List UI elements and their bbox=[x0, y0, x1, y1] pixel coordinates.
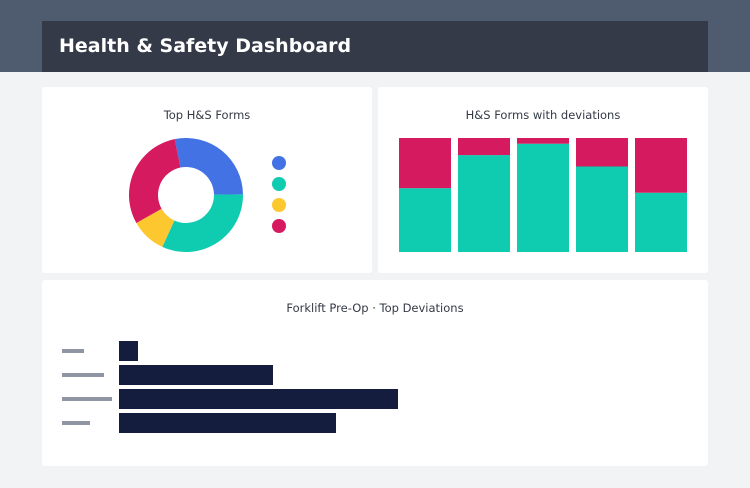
bar-label-placeholder bbox=[62, 421, 90, 425]
horizontal-bar-chart bbox=[62, 341, 398, 433]
stacked-card: H&S Forms with deviations bbox=[378, 87, 708, 273]
stacked-bar-chart bbox=[399, 138, 687, 252]
horizontal-bar bbox=[119, 389, 398, 409]
legend-marker bbox=[272, 177, 286, 191]
stacked-bar-segment bbox=[399, 138, 451, 189]
stacked-bar-segment bbox=[517, 138, 569, 144]
stacked-bar-segment bbox=[635, 138, 687, 193]
chart-title: H&S Forms with deviations bbox=[465, 108, 621, 122]
page-title: Health & Safety Dashboard bbox=[42, 21, 708, 72]
legend-marker bbox=[272, 198, 286, 212]
horizontal-bar bbox=[119, 365, 273, 385]
donut-slice bbox=[162, 194, 243, 252]
hbar-card: Forklift Pre-Op · Top Deviations bbox=[42, 280, 708, 466]
bar-label-placeholder bbox=[62, 349, 84, 353]
stacked-bar-segment bbox=[458, 155, 510, 252]
stacked-bar-segment bbox=[576, 166, 628, 252]
donut-card: Top H&S Forms bbox=[42, 87, 372, 273]
donut-slice bbox=[136, 208, 175, 247]
bar-label-placeholder bbox=[62, 373, 104, 377]
bar-label-placeholder bbox=[62, 397, 112, 401]
stacked-bar-segment bbox=[576, 138, 628, 167]
stacked-bar-segment bbox=[635, 192, 687, 252]
stacked-bar-segment bbox=[458, 138, 510, 156]
donut-slice bbox=[129, 139, 181, 224]
donut-slice bbox=[174, 138, 243, 195]
stacked-bar-segment bbox=[517, 143, 569, 252]
chart-title: Forklift Pre-Op · Top Deviations bbox=[286, 301, 464, 315]
horizontal-bar bbox=[119, 413, 336, 433]
stacked-bar-segment bbox=[399, 188, 451, 252]
horizontal-bar bbox=[119, 341, 138, 361]
donut-chart bbox=[129, 138, 286, 252]
chart-title: Top H&S Forms bbox=[163, 108, 251, 122]
legend-marker bbox=[272, 219, 286, 233]
legend-marker bbox=[272, 156, 286, 170]
